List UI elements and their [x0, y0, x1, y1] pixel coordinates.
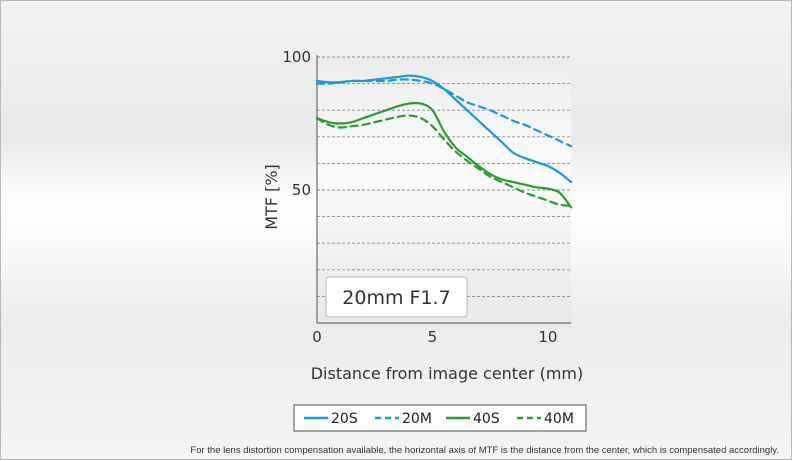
series-lines	[315, 74, 573, 209]
footnote: For the lens distortion compensation ava…	[190, 445, 779, 456]
x-tick-label: 5	[428, 328, 438, 346]
x-tick-label: 10	[538, 328, 557, 346]
tick-labels: 0 5 10 50 100	[282, 48, 557, 346]
x-tick-label: 0	[312, 328, 322, 346]
y-axis-title: MTF [%]	[262, 164, 281, 230]
series-20s-line	[315, 74, 573, 184]
legend-label-40m: 40M	[544, 411, 574, 427]
lens-label: 20mm F1.7	[342, 287, 450, 309]
axes	[316, 55, 571, 324]
legend-label-40s: 40S	[473, 411, 500, 427]
legend-label-20m: 20M	[402, 411, 432, 427]
series-40m-line	[315, 114, 573, 208]
legend: 20S 20M 40S 40M	[293, 404, 587, 432]
legend-label-20s: 20S	[331, 411, 358, 427]
y-tick-label: 50	[292, 181, 311, 199]
y-tick-label: 100	[282, 48, 311, 66]
lens-label-box: 20mm F1.7	[325, 276, 468, 318]
grid-lines	[317, 56, 571, 297]
x-axis-title: Distance from image center (mm)	[311, 364, 584, 383]
series-40s-line	[315, 101, 573, 209]
